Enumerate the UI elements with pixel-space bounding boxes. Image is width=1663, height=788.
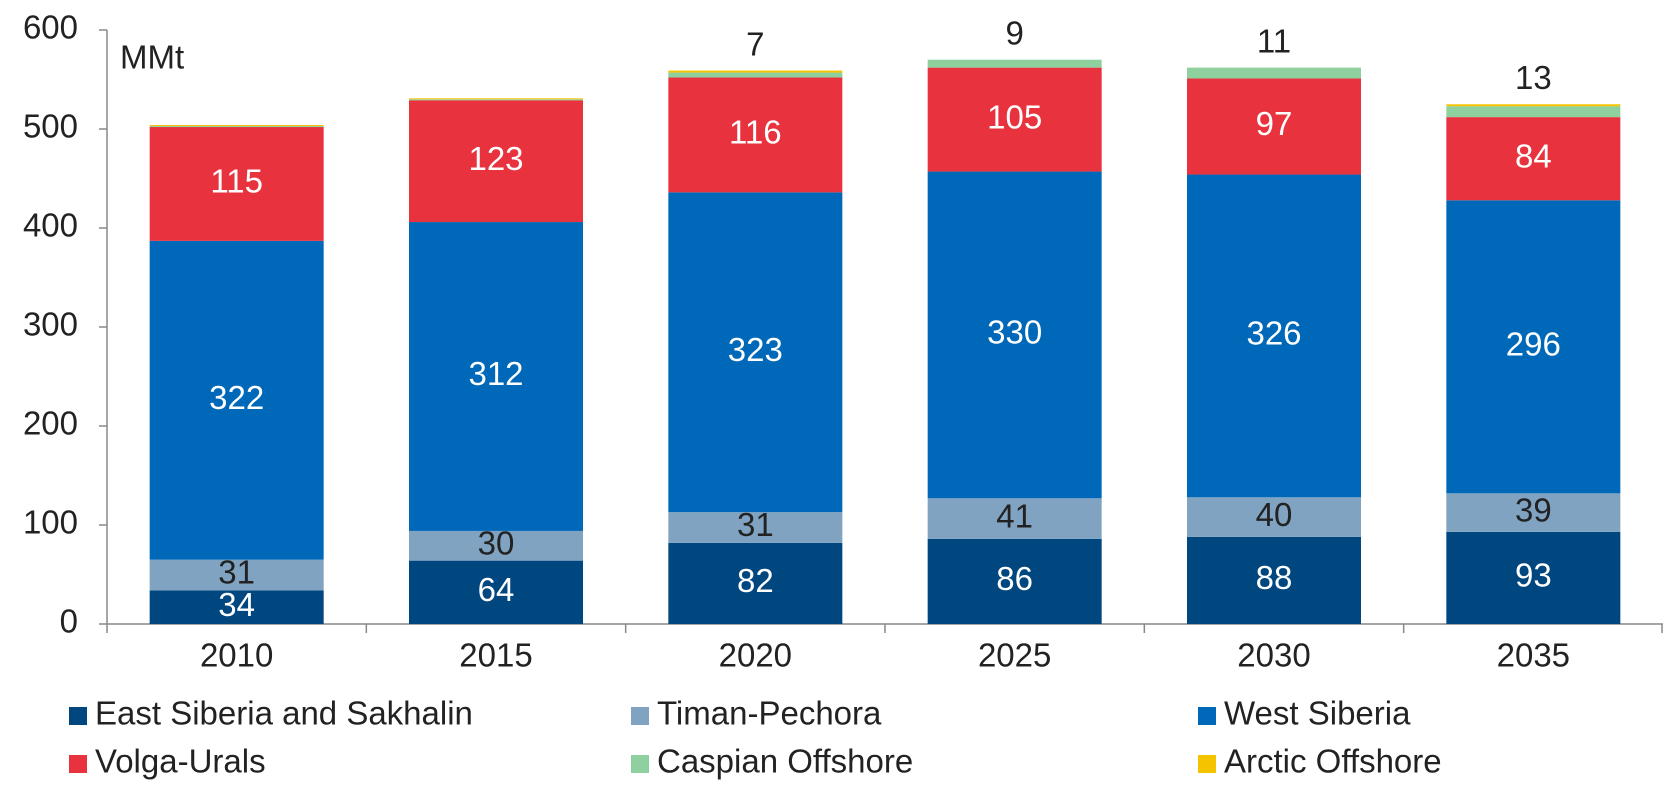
bar-segment xyxy=(149,240,324,560)
y-axis-label: MMt xyxy=(120,39,184,76)
value-label: 34 xyxy=(218,586,255,623)
bar-segment xyxy=(149,590,324,624)
annotation: 7 xyxy=(746,25,764,62)
legend-label: West Siberia xyxy=(1224,695,1411,732)
y-tick-label: 300 xyxy=(23,306,78,343)
bar-segment xyxy=(1446,117,1621,201)
y-tick-label: 200 xyxy=(23,405,78,442)
legend-swatch xyxy=(631,707,649,725)
value-label: 123 xyxy=(468,140,523,177)
value-label: 82 xyxy=(737,562,774,599)
bar-segment xyxy=(668,70,843,73)
bar-segment xyxy=(668,192,843,513)
bar-segment xyxy=(1187,67,1361,79)
y-tick-label: 500 xyxy=(23,108,78,145)
bar-segment xyxy=(409,222,583,531)
value-label: 93 xyxy=(1515,557,1552,594)
bar-segment xyxy=(1187,536,1361,624)
y-tick-label: 400 xyxy=(23,207,78,244)
value-label: 84 xyxy=(1515,137,1552,174)
legend-label: East Siberia and Sakhalin xyxy=(95,695,473,732)
legend-swatch xyxy=(1198,707,1216,725)
bar-segment xyxy=(409,99,583,101)
value-label: 296 xyxy=(1506,326,1561,363)
value-label: 31 xyxy=(218,554,255,591)
legend-label: Arctic Offshore xyxy=(1224,743,1442,780)
bar-segment xyxy=(1446,531,1621,624)
bar-segment xyxy=(409,98,583,100)
bar-segment xyxy=(668,72,843,78)
value-label: 64 xyxy=(478,571,515,608)
x-tick-label: 2035 xyxy=(1497,637,1570,674)
bar-segment xyxy=(149,126,324,128)
value-label: 39 xyxy=(1515,491,1552,528)
value-label: 330 xyxy=(987,314,1042,351)
value-label: 86 xyxy=(996,560,1033,597)
bar-segment xyxy=(149,559,324,591)
bar-segment xyxy=(149,125,324,127)
bar-segment xyxy=(409,560,583,624)
value-label: 97 xyxy=(1256,105,1293,142)
bar-segment xyxy=(927,59,1102,68)
bar-segment xyxy=(668,542,843,624)
value-label: 322 xyxy=(209,379,264,416)
value-label: 323 xyxy=(728,331,783,368)
value-label: 40 xyxy=(1256,496,1293,533)
x-tick-label: 2030 xyxy=(1237,637,1310,674)
bar-segment xyxy=(927,538,1102,624)
value-label: 116 xyxy=(729,114,782,151)
legend-label: Volga-Urals xyxy=(95,743,266,780)
bar-segment xyxy=(409,530,583,561)
bar-segment xyxy=(1446,200,1621,494)
value-label: 31 xyxy=(737,506,774,543)
bar-segment xyxy=(149,127,324,241)
bar-segment xyxy=(409,100,583,223)
bar-segment xyxy=(668,77,843,193)
bar-segment xyxy=(1187,174,1361,498)
value-label: 88 xyxy=(1256,559,1293,596)
x-tick-label: 2020 xyxy=(719,637,792,674)
value-label: 326 xyxy=(1246,315,1301,352)
value-label: 312 xyxy=(468,355,523,392)
bar-segment xyxy=(1446,106,1621,118)
annotation: 9 xyxy=(1005,14,1023,51)
legend-swatch xyxy=(69,755,87,773)
x-tick-label: 2025 xyxy=(978,637,1051,674)
bar-segment xyxy=(668,512,843,543)
bar-segment xyxy=(1446,104,1621,107)
y-tick-label: 100 xyxy=(23,504,78,541)
legend-label: Timan-Pechora xyxy=(657,695,882,732)
x-tick-label: 2015 xyxy=(459,637,532,674)
y-tick-label: 0 xyxy=(60,603,78,640)
legend-swatch xyxy=(631,755,649,773)
annotation: 11 xyxy=(1257,22,1291,59)
bar-segment xyxy=(1187,497,1361,537)
annotation: 13 xyxy=(1515,59,1552,96)
value-label: 105 xyxy=(987,98,1042,135)
legend-swatch xyxy=(1198,755,1216,773)
bar-segment xyxy=(927,171,1102,499)
y-tick-label: 600 xyxy=(23,9,78,46)
value-label: 41 xyxy=(996,497,1033,534)
legend-swatch xyxy=(69,707,87,725)
value-label: 115 xyxy=(210,163,263,200)
legend-label: Caspian Offshore xyxy=(657,743,913,780)
bar-segment xyxy=(1187,78,1361,175)
bar-segment xyxy=(1446,493,1621,532)
bar-segment xyxy=(927,67,1102,172)
bar-segment xyxy=(927,498,1102,539)
x-tick-label: 2010 xyxy=(200,637,273,674)
